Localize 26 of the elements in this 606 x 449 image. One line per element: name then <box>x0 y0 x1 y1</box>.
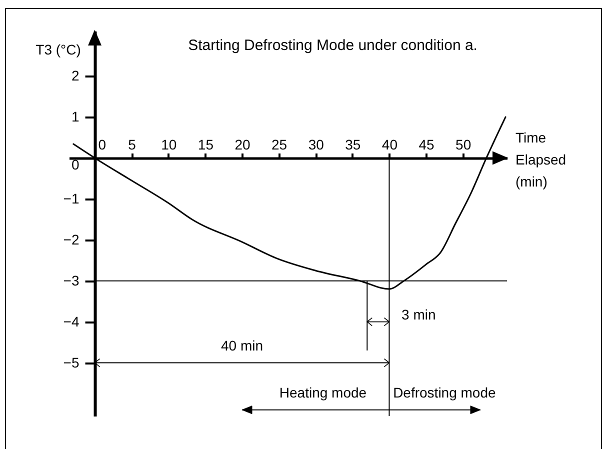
annotation: Heating mode <box>279 384 367 400</box>
y-tick-label: −2 <box>63 231 80 248</box>
chart-title: Starting Defrosting Mode under condition a. <box>188 37 478 54</box>
y-axis-title: T3 (°C) <box>36 42 81 58</box>
x-tick-label: 25 <box>272 136 288 152</box>
y-tick-label: −1 <box>63 190 80 206</box>
x-tick-label: 30 <box>308 136 324 152</box>
y-tick-label: 2 <box>71 68 80 84</box>
x-tick-label: 35 <box>345 136 361 152</box>
y-tick-label: 0 <box>71 156 80 172</box>
y-tick-label: −3 <box>63 272 80 288</box>
x-tick-label: 5 <box>128 136 136 152</box>
x-tick-label: 40 <box>382 136 398 152</box>
x-tick-label: 15 <box>198 136 214 152</box>
x-tick-label: 0 <box>98 136 106 152</box>
y-tick-label: −5 <box>63 354 80 370</box>
x-tick-label: 10 <box>161 136 177 152</box>
x-axis-title: Time Elapsed (min) <box>516 129 566 190</box>
y-tick-label: 1 <box>71 108 80 125</box>
x-tick-label: 45 <box>418 136 435 152</box>
x-tick-label: 20 <box>234 136 250 152</box>
x-tick-label: 50 <box>456 136 472 152</box>
y-tick-label: −4 <box>63 313 80 330</box>
annotation: 40 min <box>220 337 264 354</box>
annotation: Defrosting mode <box>393 384 496 400</box>
annotation: 3 min <box>402 306 436 323</box>
